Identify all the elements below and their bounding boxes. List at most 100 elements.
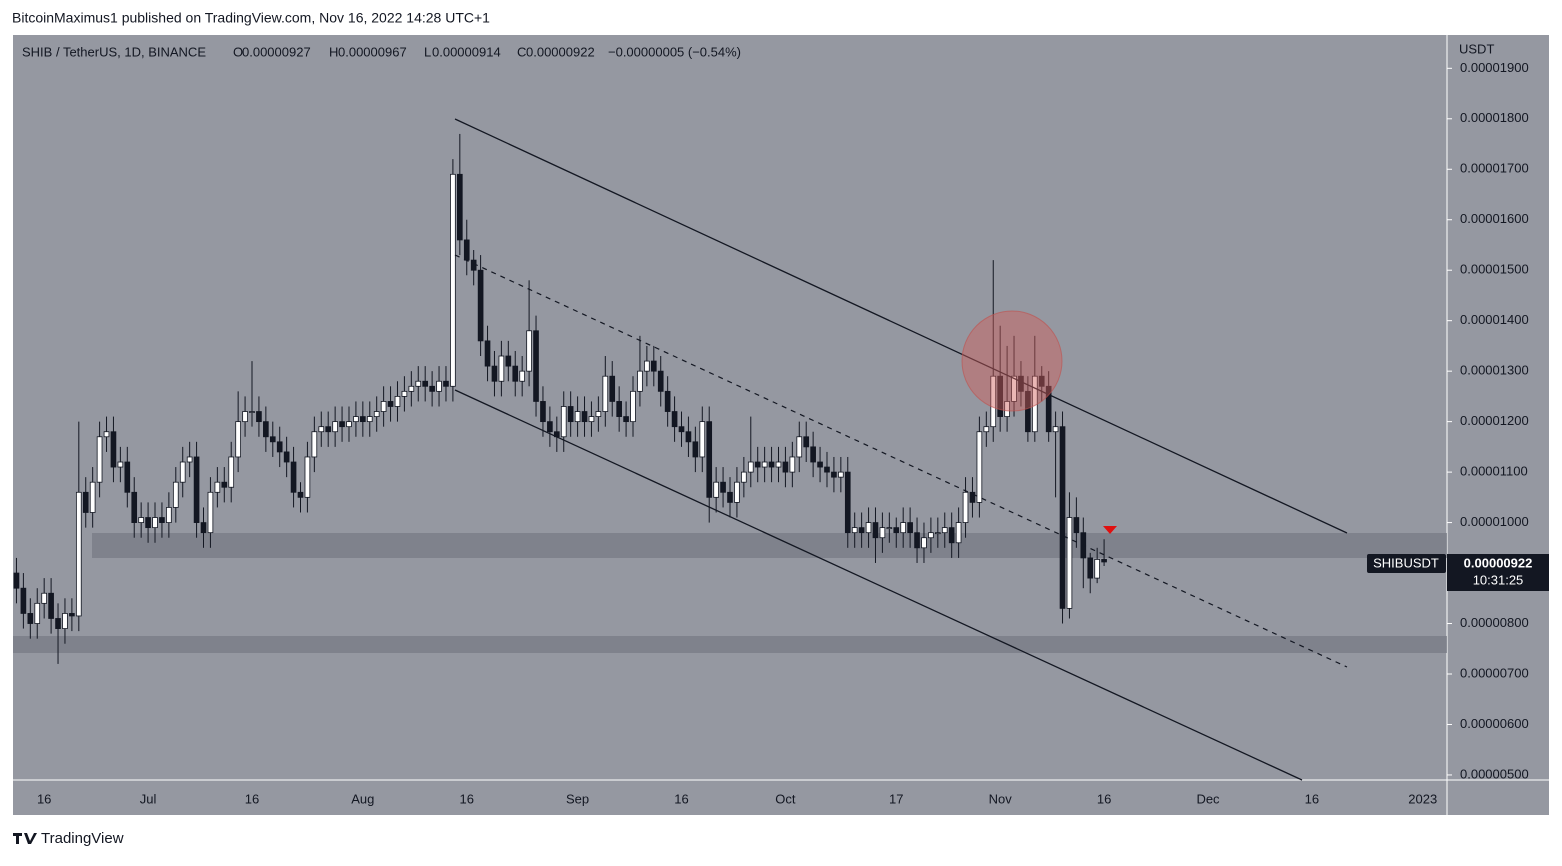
y-tick-label: 0.00001700 (1460, 161, 1529, 176)
candle-body (477, 269, 484, 342)
candle-body (505, 355, 512, 367)
candle-body (415, 380, 422, 387)
rejection-circle (961, 310, 1063, 412)
y-tick-label: 0.00001300 (1460, 363, 1529, 378)
candle-body (256, 411, 262, 423)
y-tick-label: 0.00001000 (1460, 514, 1529, 529)
candle-body (900, 522, 907, 534)
candle-body (519, 370, 525, 382)
publisher-line: BitcoinMaximus1 published on TradingView… (12, 10, 490, 26)
candle-body (630, 390, 636, 423)
candle-body (678, 426, 685, 433)
candle-body (824, 466, 830, 473)
ohlc-label: L (424, 44, 431, 59)
candle-body (734, 481, 740, 503)
candle-body (650, 360, 657, 372)
candle-body (41, 592, 47, 604)
candle-body (249, 411, 255, 413)
candle-body (623, 416, 629, 423)
candle-body (865, 522, 872, 534)
candle-body (914, 532, 920, 549)
candle-body (851, 527, 858, 534)
candle-body (1025, 390, 1031, 433)
candle-body (269, 436, 276, 443)
candle-body (228, 456, 235, 488)
x-tick-label: Dec (1196, 791, 1220, 806)
candle-body (657, 370, 664, 392)
ohlc-label: C (517, 44, 526, 59)
candle-body (831, 471, 837, 478)
y-tick-label: 0.00000600 (1460, 716, 1529, 731)
y-tick-label: 0.00001200 (1460, 413, 1529, 428)
candle-body (976, 431, 983, 503)
candle-body (560, 406, 567, 438)
candle-body (768, 461, 775, 468)
footer: TradingView (13, 830, 124, 847)
candle-body (484, 340, 491, 367)
symbol-title: SHIB / TetherUS, 1D, BINANCE (22, 44, 206, 59)
candle-body (969, 491, 976, 503)
candle-body (159, 517, 165, 523)
candle-body (699, 421, 706, 458)
candle-body (747, 461, 754, 473)
candle-body (353, 416, 359, 423)
candle-body (89, 481, 96, 513)
ohlc-label: H (329, 44, 338, 59)
candle-body (928, 532, 934, 539)
candle-body (789, 456, 796, 473)
candle-body (858, 527, 865, 534)
candle-body (893, 527, 900, 534)
candle-body (1073, 517, 1080, 534)
candle-body (962, 491, 969, 523)
channel-midline (454, 254, 1348, 668)
candle-body (27, 613, 34, 624)
x-tick-label: 2023 (1408, 791, 1437, 806)
candle-body (907, 522, 913, 534)
candle-body (547, 421, 553, 433)
candle-body (221, 481, 228, 488)
candle-body (450, 173, 456, 387)
candle-body (1038, 375, 1045, 387)
candle-body (401, 390, 408, 397)
candle-body (1045, 385, 1052, 433)
candle-body (879, 527, 886, 539)
candle-body (782, 461, 789, 473)
x-tick-label: 16 (1305, 791, 1319, 806)
x-tick-label: Oct (775, 791, 796, 806)
candle-body (463, 239, 470, 261)
candle-body (1052, 426, 1059, 433)
x-tick-label: Sep (566, 791, 589, 806)
candle-body (124, 461, 131, 493)
candle-body (138, 517, 144, 523)
candle-body (997, 375, 1003, 417)
candle-body (754, 461, 761, 468)
chart-pane (13, 35, 1549, 815)
candle-body (311, 431, 318, 458)
y-tick-label: 0.00001400 (1460, 312, 1529, 327)
candle-body (207, 491, 214, 534)
y-tick-label: 0.00000700 (1460, 665, 1529, 680)
candle-body (706, 421, 713, 498)
candle-body (990, 375, 997, 428)
candle-body (692, 441, 699, 458)
price-tag-value: 0.00000922 (1464, 555, 1533, 570)
candle-body (470, 259, 477, 271)
candle-body (671, 411, 678, 428)
candle-body (166, 507, 172, 523)
candle-body (803, 436, 810, 448)
candle-body (186, 456, 193, 463)
candle-body (387, 401, 394, 407)
y-tick-label: 0.00001500 (1460, 262, 1529, 277)
candle-body (394, 395, 401, 407)
symbol-tag (1367, 554, 1446, 573)
chart-background (13, 35, 1549, 815)
ohlc-value: 0.00000967 (338, 44, 407, 59)
candle-body (290, 461, 297, 493)
ohlc-value: 0.00000914 (432, 44, 501, 59)
candle-body (540, 401, 546, 423)
candle-body (664, 390, 671, 412)
candle-body (581, 411, 588, 423)
candle-body (429, 385, 435, 392)
candle-body (713, 481, 719, 498)
